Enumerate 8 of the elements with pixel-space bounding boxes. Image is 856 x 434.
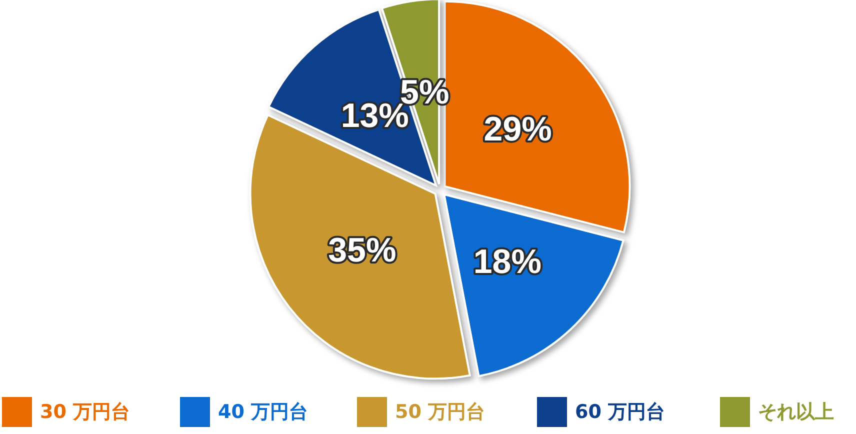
data-label: 18% xyxy=(473,242,542,281)
legend-label: 30 万円台 xyxy=(40,401,130,423)
legend-label: 60 万円台 xyxy=(575,401,666,423)
data-label: 29% xyxy=(484,110,552,149)
legend-label: 40 万円台 xyxy=(218,401,308,423)
data-label: 35% xyxy=(328,231,396,270)
legend-label: それ以上 xyxy=(758,401,834,423)
legend-label: 50 万円台 xyxy=(395,401,486,423)
